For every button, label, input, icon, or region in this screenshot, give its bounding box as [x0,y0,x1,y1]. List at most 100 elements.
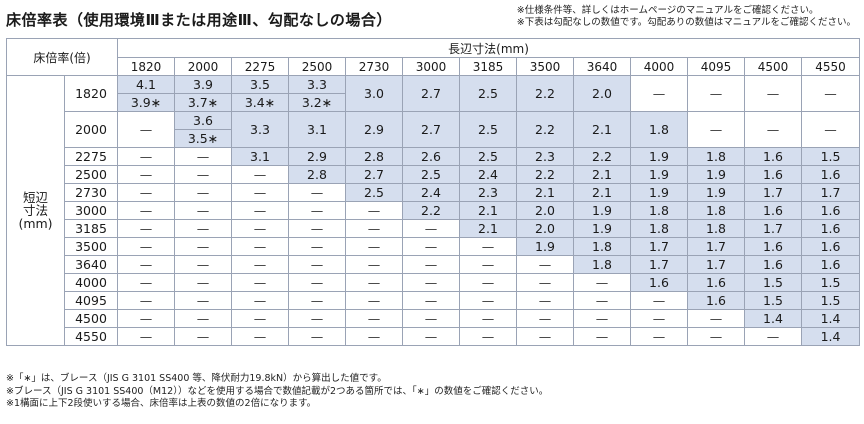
table-cell: — [117,273,175,292]
table-cell: — [459,309,517,328]
table-cell: 1.5 [800,273,861,292]
table-cell: — [117,237,175,256]
table-cell: — [174,237,232,256]
column-header: 3640 [573,57,631,76]
table-cell: 4.1 3.9∗ [117,75,175,112]
table-cell: — [231,327,289,346]
table-cell: 2.4 [459,165,517,184]
table-cell: 3.0 [345,75,403,112]
table-cell: — [231,255,289,274]
row-header: 3640 [64,255,118,274]
table-cell: 1.6 [630,273,688,292]
table-cell: 1.7 [744,219,802,238]
floor-ratio-table: 床倍率(倍) 長辺寸法(mm) 1820 2000 2275 2500 2730 3000… [6,38,861,346]
table-cell: — [744,111,802,148]
table-cell: 1.8 [573,237,631,256]
table-cell: — [459,273,517,292]
table-cell: — [630,309,688,328]
table-cell: 1.6 [744,165,802,184]
table-cell: — [459,327,517,346]
table-cell: 1.6 [800,165,861,184]
table-body: 短辺 寸法 (mm) 1820 4.1 3.9∗ 3.9 3.7∗ 3.5 3.4∗ 3.3 3.2∗… [6,75,861,346]
table-cell: 2.4 [402,183,460,202]
table-cell: 3.5 3.4∗ [231,75,289,112]
short-dimension-label-line: 短辺 [22,190,48,205]
table-cell: 2.3 [516,147,574,166]
table-cell: — [402,291,460,310]
top-notes: ※仕様条件等、詳しくはホームページのマニュアルをご確認ください。 ※下表は勾配な… [517,5,856,29]
table-row: 3185— — — — — —2.1 2.0 1.9 1.8 1.8 1.7 1.6 [7,219,861,238]
table-cell: — [231,291,289,310]
table-cell: — [516,255,574,274]
short-dimension-label-line: (mm) [18,216,53,231]
table-cell: — [117,183,175,202]
table-cell: 2.1 [459,219,517,238]
table-cell: 2.2 [516,165,574,184]
table-cell: — [345,291,403,310]
table-cell: — [288,327,346,346]
table-cell: 2.7 [402,75,460,112]
table-cell: 2.0 [516,201,574,220]
cell-value: 3.6 [193,113,213,128]
table-row: 4095— — — — — — — — — —1.6 1.5 1.5 [7,291,861,310]
table-cell: 2.2 [402,201,460,220]
table-cell: — [345,327,403,346]
table-cell: 1.5 [800,147,861,166]
table-cell: — [174,201,232,220]
cell-value-brace: 3.9∗ [118,93,174,111]
table-cell: 1.6 [800,255,861,274]
table-cell: — [345,309,403,328]
table-cell: — [231,309,289,328]
table-cell: — [402,273,460,292]
table-cell: — [402,219,460,238]
table-cell: 1.9 [630,165,688,184]
table-cell: — [231,201,289,220]
column-header: 3185 [459,57,517,76]
bottom-note: ※「∗」は、ブレース（JIS G 3101 SS400 等、降伏耐力19.8kN… [6,373,387,384]
table-cell: 1.4 [744,309,802,328]
table-cell: — [117,309,175,328]
table-cell: 1.5 [744,273,802,292]
table-cell: 1.5 [744,291,802,310]
column-header: 4550 [800,57,861,76]
table-cell: — [288,255,346,274]
table-row: 2000—3.6 3.5∗ 3.3 3.1 2.9 2.7 2.5 2.2 2.1 1.8— — — [7,111,861,148]
table-cell: 2.0 [573,75,631,112]
short-dimension-label: 短辺 寸法 (mm) [6,75,65,346]
table-cell: — [174,183,232,202]
column-header: 4500 [744,57,802,76]
cell-value-brace: 3.2∗ [289,93,345,111]
table-cell: 1.6 [687,273,745,292]
table-cell: 1.7 [630,255,688,274]
column-header: 1820 [117,57,175,76]
table-cell: — [288,273,346,292]
row-header: 3185 [64,219,118,238]
corner-label: 床倍率(倍) [6,38,118,76]
top-note: ※下表は勾配なしの数値です。勾配ありの数値はマニュアルをご確認ください。 [516,17,856,28]
table-cell: — [174,327,232,346]
row-header: 4000 [64,273,118,292]
table-cell: — [459,291,517,310]
column-header-row: 1820 2000 2275 2500 2730 3000 3185 3500 3640 4000… [7,57,861,76]
table-cell: 3.9 3.7∗ [174,75,232,112]
row-header: 2500 [64,165,118,184]
table-cell: — [288,309,346,328]
table-cell: — [345,273,403,292]
table-cell: — [630,75,688,112]
table-cell: 2.7 [402,111,460,148]
table-cell: — [573,273,631,292]
table-cell: — [516,309,574,328]
table-cell: 1.6 [800,237,861,256]
table-cell: 3.1 [231,147,289,166]
table-cell: 1.9 [630,147,688,166]
table-row: 短辺 寸法 (mm) 1820 4.1 3.9∗ 3.9 3.7∗ 3.5 3.4∗ 3.3 3.2∗… [6,75,861,346]
top-note: ※仕様条件等、詳しくはホームページのマニュアルをご確認ください。 [516,5,819,16]
cell-value: 3.5 [250,77,270,92]
row-header: 4550 [64,327,118,346]
table-cell: — [800,111,861,148]
table-cell: — [174,255,232,274]
table-cell: 1.7 [687,237,745,256]
table-cell: 1.9 [573,201,631,220]
table-row: 2730— — — —2.5 2.4 2.3 2.1 2.1 1.9 1.9 1.7 1.7 [7,183,861,202]
column-header: 2730 [345,57,403,76]
